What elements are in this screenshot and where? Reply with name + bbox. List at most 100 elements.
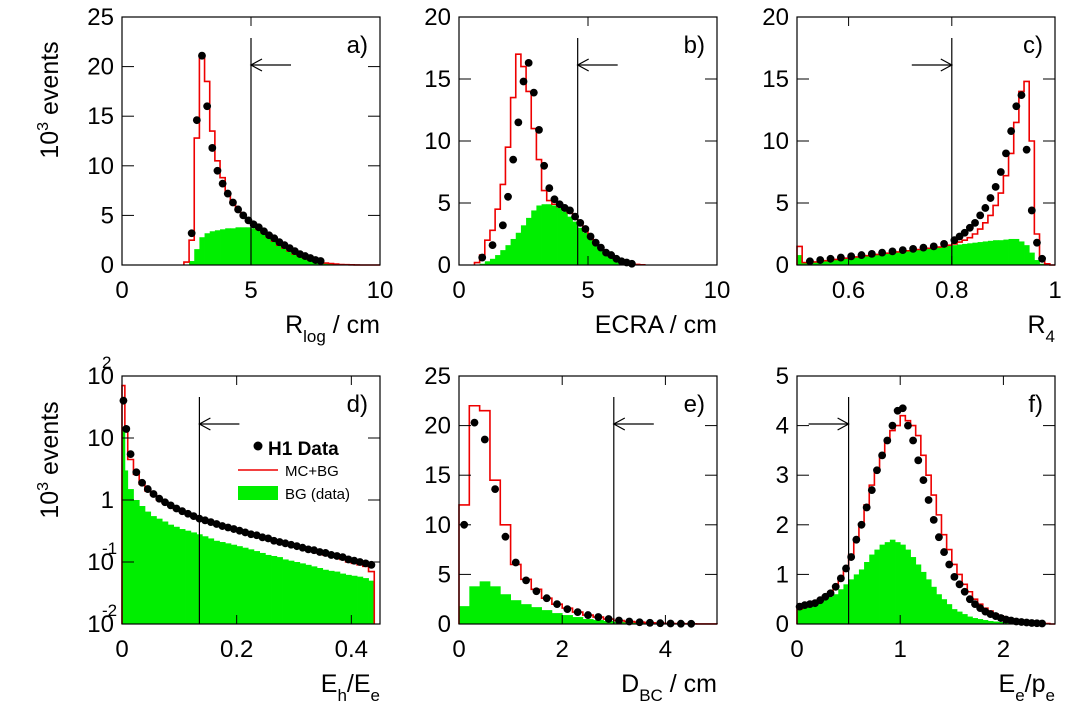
cut-arrow-head [837, 417, 850, 431]
bg-bar [577, 227, 584, 265]
plot-frame [796, 16, 1056, 266]
bg-bar [162, 521, 169, 624]
bg-bar [266, 235, 273, 265]
bg-bar [962, 614, 968, 624]
panel-label: e) [684, 391, 705, 418]
bg-bar [551, 613, 563, 624]
bg-bar [972, 242, 978, 265]
x-axis-title: Rlog / cm [285, 311, 380, 346]
y-tick-label: 15 [424, 462, 451, 489]
bg-bar [812, 261, 819, 265]
data-point [229, 198, 237, 207]
data-point [604, 615, 613, 623]
data-point [847, 553, 856, 561]
bg-bar [588, 238, 594, 265]
bg-bar [357, 576, 364, 624]
bg-bar [156, 518, 163, 624]
data-point [208, 144, 217, 152]
data-point [542, 594, 551, 603]
bg-bar [500, 250, 506, 265]
data-point [132, 468, 141, 477]
bg-bar [194, 249, 200, 265]
data-point [965, 595, 974, 604]
bg-bar [520, 604, 532, 624]
data-point [501, 532, 510, 541]
y-tick-label: 3 [776, 462, 789, 489]
bg-bar [889, 252, 896, 265]
data-point [532, 587, 541, 596]
bg-bar [546, 204, 553, 265]
bg-bar [962, 243, 968, 265]
data-point [929, 242, 938, 251]
bg-bar [900, 251, 906, 265]
data-point [586, 232, 595, 241]
bg-bar [822, 599, 829, 624]
data-point [198, 51, 206, 60]
bg-bar [936, 594, 942, 624]
bg-bar [489, 258, 496, 265]
bg-bar [259, 552, 266, 624]
data-point [509, 155, 518, 164]
x-axis-title: Eh/Ee [321, 670, 380, 705]
data-point [888, 421, 897, 430]
y-tick-label: 0 [101, 252, 114, 279]
data-point [878, 451, 887, 460]
data-point [143, 485, 152, 493]
bg-bar [288, 560, 295, 624]
bg-bar [214, 230, 221, 265]
y-tick-label: 10 [87, 153, 114, 180]
cut-arrow-head [940, 58, 954, 72]
x-tick-label: 4 [659, 636, 672, 663]
data-point [367, 560, 376, 569]
bg-bar [479, 263, 486, 265]
panel-label: d) [347, 391, 368, 418]
bg-bar [510, 238, 517, 265]
y-tick-label: 5 [438, 561, 451, 588]
data-point [504, 192, 512, 201]
data-point [955, 580, 964, 589]
bg-bar [219, 542, 226, 624]
bg-bar [311, 566, 318, 624]
bg-bar [541, 204, 548, 265]
x-axis-title: R4 [1027, 311, 1055, 346]
bg-bar [956, 244, 963, 265]
y-tick-exponent: -1 [102, 539, 117, 558]
data-point [213, 166, 222, 175]
bg-bar [536, 205, 542, 265]
bg-bar [926, 248, 932, 265]
bg-bar [302, 258, 309, 265]
legend-data-label: H1 Data [268, 439, 339, 460]
bg-bar [582, 232, 589, 265]
bg-bar [209, 231, 216, 265]
bg-bar [240, 227, 247, 265]
bg-bar [889, 539, 896, 624]
bg-bar [236, 546, 243, 624]
y-tick-label: 5 [438, 190, 451, 217]
bg-bar [920, 571, 927, 624]
x-tick-label: 5 [244, 277, 257, 304]
data-point [581, 225, 590, 233]
y-tick-label: 25 [424, 363, 451, 390]
data-point [576, 218, 585, 227]
bg-bar [582, 619, 594, 624]
data-point [904, 421, 912, 430]
x-tick-label: 5 [581, 277, 594, 304]
x-tick-label: 0.4 [335, 636, 368, 663]
bg-bar [593, 620, 604, 624]
bg-bar [189, 261, 195, 265]
data-point [976, 211, 985, 220]
bg-bar [982, 620, 989, 624]
data-point [940, 548, 948, 556]
bg-bar [127, 489, 134, 624]
data-point [831, 582, 840, 591]
bg-bar [1034, 260, 1040, 265]
bg-bar [459, 606, 470, 624]
bg-bar [179, 529, 186, 624]
legend: H1 Data MC+BG BG (data) [238, 439, 350, 503]
bg-bar [797, 255, 803, 265]
data-point [535, 125, 543, 134]
bg-bar [256, 230, 262, 265]
bg-bar [368, 580, 375, 624]
bg-bar [173, 526, 180, 624]
